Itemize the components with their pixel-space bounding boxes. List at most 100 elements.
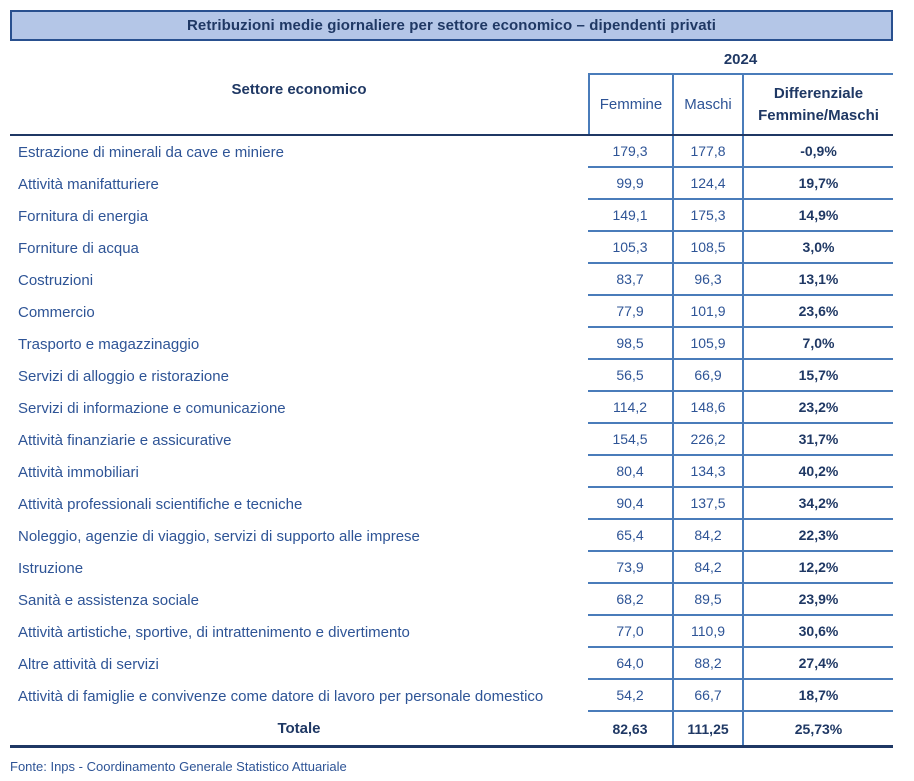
femmine-value: 149,1 <box>588 200 672 232</box>
sector-name: Estrazione di minerali da cave e miniere <box>18 143 284 161</box>
table-row: Fornitura di energia 149,1 175,3 14,9% <box>10 200 893 232</box>
maschi-value: 226,2 <box>672 424 742 456</box>
maschi-value: 66,7 <box>672 680 742 712</box>
table-row: Attività manifatturiere 99,9 124,4 19,7% <box>10 168 893 200</box>
differenziale-value: 27,4% <box>742 648 893 680</box>
femmine-value: 83,7 <box>588 264 672 296</box>
table-row: Istruzione 73,9 84,2 12,2% <box>10 552 893 584</box>
sector-name: Attività professionali scientifiche e te… <box>18 495 303 513</box>
total-row: Totale 82,63 111,25 25,73% <box>10 712 893 748</box>
maschi-value: 108,5 <box>672 232 742 264</box>
sector-name: Attività finanziarie e assicurative <box>18 431 232 449</box>
column-header-femmine: Femmine <box>588 75 672 134</box>
sector-name: Attività manifatturiere <box>18 175 159 193</box>
table-row: Commercio 77,9 101,9 23,6% <box>10 296 893 328</box>
maschi-value: 89,5 <box>672 584 742 616</box>
sector-name: Forniture di acqua <box>18 239 139 257</box>
maschi-value: 66,9 <box>672 360 742 392</box>
table-row: Servizi di alloggio e ristorazione 56,5 … <box>10 360 893 392</box>
table-row: Attività artistiche, sportive, di intrat… <box>10 616 893 648</box>
table-row: Altre attività di servizi 64,0 88,2 27,4… <box>10 648 893 680</box>
maschi-value: 177,8 <box>672 136 742 168</box>
differenziale-line2: Femmine/Maschi <box>758 106 879 124</box>
table-row: Attività immobiliari 80,4 134,3 40,2% <box>10 456 893 488</box>
sector-name: Sanità e assistenza sociale <box>18 591 199 609</box>
total-differenziale-value: 25,73% <box>742 712 893 745</box>
total-maschi-value: 111,25 <box>672 712 742 745</box>
table-row: Attività professionali scientifiche e te… <box>10 488 893 520</box>
table-title: Retribuzioni medie giornaliere per setto… <box>10 10 893 41</box>
femmine-value: 80,4 <box>588 456 672 488</box>
source-note: Fonte: Inps - Coordinamento Generale Sta… <box>10 759 347 774</box>
differenziale-value: 7,0% <box>742 328 893 360</box>
report-table-page: Retribuzioni medie giornaliere per setto… <box>10 10 893 774</box>
column-header-maschi: Maschi <box>672 75 742 134</box>
differenziale-value: 40,2% <box>742 456 893 488</box>
table-row: Servizi di informazione e comunicazione … <box>10 392 893 424</box>
differenziale-value: 23,9% <box>742 584 893 616</box>
maschi-value: 148,6 <box>672 392 742 424</box>
differenziale-value: 18,7% <box>742 680 893 712</box>
differenziale-value: 34,2% <box>742 488 893 520</box>
table-row: Sanità e assistenza sociale 68,2 89,5 23… <box>10 584 893 616</box>
maschi-value: 84,2 <box>672 520 742 552</box>
maschi-value: 110,9 <box>672 616 742 648</box>
table-row: Attività di famiglie e convivenze come d… <box>10 680 893 712</box>
sector-name: Servizi di alloggio e ristorazione <box>18 367 229 385</box>
sector-name: Costruzioni <box>18 271 94 289</box>
table-row: Estrazione di minerali da cave e miniere… <box>10 136 893 168</box>
femmine-value: 154,5 <box>588 424 672 456</box>
year-group: 2024 Femmine Maschi Differenziale Femmin… <box>588 45 893 134</box>
table-row: Forniture di acqua 105,3 108,5 3,0% <box>10 232 893 264</box>
differenziale-value: 12,2% <box>742 552 893 584</box>
femmine-value: 90,4 <box>588 488 672 520</box>
differenziale-value: 31,7% <box>742 424 893 456</box>
differenziale-value: 30,6% <box>742 616 893 648</box>
sector-name: Attività di famiglie e convivenze come d… <box>18 687 544 705</box>
table-row: Noleggio, agenzie di viaggio, servizi di… <box>10 520 893 552</box>
maschi-value: 105,9 <box>672 328 742 360</box>
differenziale-value: -0,9% <box>742 136 893 168</box>
femmine-value: 65,4 <box>588 520 672 552</box>
differenziale-value: 19,7% <box>742 168 893 200</box>
femmine-value: 68,2 <box>588 584 672 616</box>
femmine-value: 73,9 <box>588 552 672 584</box>
column-header-year: 2024 <box>723 50 758 68</box>
sector-name: Servizi di informazione e comunicazione <box>18 399 286 417</box>
sector-name: Fornitura di energia <box>18 207 149 225</box>
maschi-value: 88,2 <box>672 648 742 680</box>
total-label: Totale <box>277 720 321 737</box>
sector-name: Trasporto e magazzinaggio <box>18 335 200 353</box>
maschi-value: 101,9 <box>672 296 742 328</box>
femmine-value: 114,2 <box>588 392 672 424</box>
sector-name: Commercio <box>18 303 95 321</box>
sector-name: Attività immobiliari <box>18 463 139 481</box>
sub-header-row: Femmine Maschi Differenziale Femmine/Mas… <box>588 73 893 134</box>
table-row: Trasporto e magazzinaggio 98,5 105,9 7,0… <box>10 328 893 360</box>
column-header-differenziale: Differenziale Femmine/Maschi <box>742 75 893 134</box>
maschi-value: 137,5 <box>672 488 742 520</box>
differenziale-value: 14,9% <box>742 200 893 232</box>
femmine-value: 179,3 <box>588 136 672 168</box>
femmine-value: 56,5 <box>588 360 672 392</box>
femmine-value: 54,2 <box>588 680 672 712</box>
differenziale-value: 23,6% <box>742 296 893 328</box>
differenziale-value: 22,3% <box>742 520 893 552</box>
maschi-value: 175,3 <box>672 200 742 232</box>
differenziale-line1: Differenziale <box>773 84 864 102</box>
maschi-value: 124,4 <box>672 168 742 200</box>
femmine-value: 77,9 <box>588 296 672 328</box>
sector-name: Attività artistiche, sportive, di intrat… <box>18 623 410 641</box>
maschi-value: 96,3 <box>672 264 742 296</box>
femmine-value: 64,0 <box>588 648 672 680</box>
table-row: Attività finanziarie e assicurative 154,… <box>10 424 893 456</box>
sector-name: Istruzione <box>18 559 84 577</box>
table-header: Settore economico 2024 Femmine Maschi Di… <box>10 45 893 136</box>
femmine-value: 99,9 <box>588 168 672 200</box>
maschi-value: 134,3 <box>672 456 742 488</box>
differenziale-value: 23,2% <box>742 392 893 424</box>
total-femmine-value: 82,63 <box>612 720 648 737</box>
table-row: Costruzioni 83,7 96,3 13,1% <box>10 264 893 296</box>
femmine-value: 98,5 <box>588 328 672 360</box>
differenziale-value: 15,7% <box>742 360 893 392</box>
